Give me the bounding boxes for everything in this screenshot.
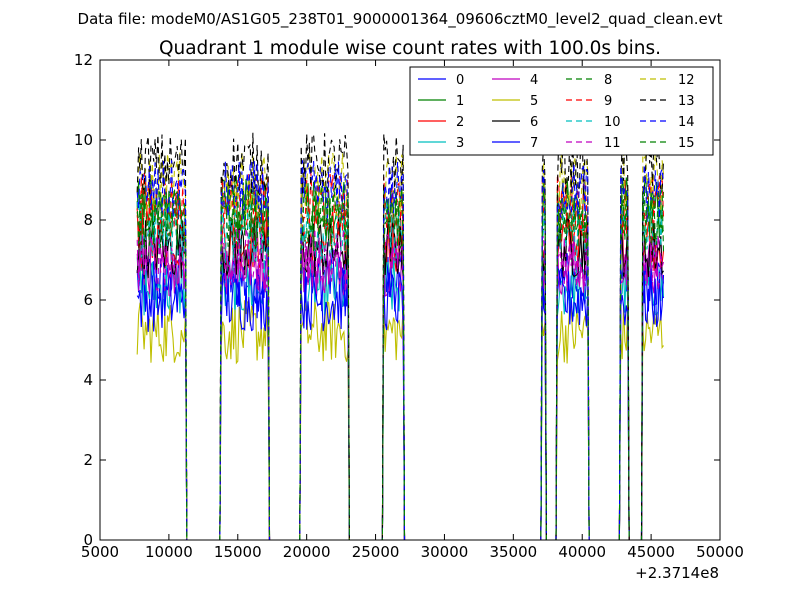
y-tick-label: 4: [83, 371, 93, 389]
legend-label-1: 1: [456, 94, 464, 109]
plot-area: 5000 10000 15000 20000 25000 30000 35000 40000 4…: [74, 51, 744, 561]
x-axis-ticks: 5000 10000 15000 20000 25000 30000 35000 40000 4…: [81, 60, 744, 561]
legend-label-3: 3: [456, 136, 464, 151]
y-tick-label: 6: [83, 291, 93, 309]
legend-label-11: 11: [604, 136, 621, 151]
x-tick-label: 30000: [421, 543, 469, 561]
legend-label-5: 5: [530, 94, 538, 109]
legend-label-14: 14: [678, 115, 695, 130]
series-line-14: [136, 159, 665, 541]
legend-label-8: 8: [604, 73, 612, 88]
chart-title: Quadrant 1 module wise count rates with …: [159, 38, 661, 59]
x-tick-label: 35000: [489, 543, 537, 561]
x-tick-label: 25000: [352, 543, 400, 561]
x-tick-label: 45000: [627, 543, 675, 561]
y-tick-label: 10: [74, 131, 93, 149]
x-tick-label: 40000: [558, 543, 606, 561]
legend-label-15: 15: [678, 136, 695, 151]
series-line-10: [136, 200, 664, 541]
x-tick-label: 20000: [283, 543, 331, 561]
legend-label-0: 0: [456, 73, 464, 88]
y-tick-label: 0: [83, 531, 93, 549]
legend-label-13: 13: [678, 94, 695, 109]
series-lines: [136, 131, 665, 541]
series-line-15: [136, 188, 665, 541]
series-line-8: [136, 183, 665, 541]
series-line-11: [136, 228, 665, 541]
legend-label-10: 10: [604, 115, 621, 130]
legend-label-4: 4: [530, 73, 538, 88]
x-axis-offset-label: +2.3714e8: [635, 564, 719, 582]
x-tick-label: 50000: [696, 543, 744, 561]
legend-box: [409, 66, 714, 156]
y-tick-label: 12: [74, 51, 93, 69]
chart-suptitle: Data file: modeM0/AS1G05_238T01_90000013…: [78, 10, 723, 29]
y-tick-label: 8: [83, 211, 93, 229]
x-tick-label: 5000: [81, 543, 119, 561]
legend-label-7: 7: [530, 136, 538, 151]
series-line-9: [136, 172, 665, 541]
x-tick-label: 15000: [214, 543, 262, 561]
x-tick-label: 10000: [145, 543, 193, 561]
legend-label-2: 2: [456, 115, 464, 130]
series-line-5: [136, 300, 664, 541]
legend-label-9: 9: [604, 94, 612, 109]
legend-label-6: 6: [530, 115, 538, 130]
series-line-12: [136, 151, 665, 541]
y-tick-label: 2: [83, 451, 93, 469]
legend-label-12: 12: [678, 73, 695, 88]
